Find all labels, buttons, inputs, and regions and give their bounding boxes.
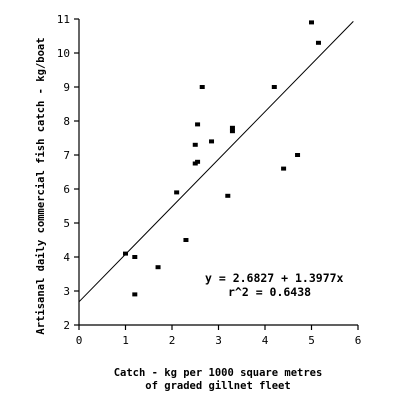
y-tick-label: 3: [63, 285, 70, 298]
y-tick-label: 10: [57, 47, 70, 60]
y-tick-label: 4: [63, 251, 70, 264]
data-point: [132, 255, 138, 259]
x-axis-label-line2: of graded gillnet fleet: [145, 380, 290, 392]
x-tick-label: 3: [215, 334, 222, 347]
data-point: [199, 85, 205, 89]
y-tick-label: 2: [63, 319, 70, 332]
data-point: [192, 142, 198, 147]
y-tick-label: 5: [63, 217, 70, 230]
data-point: [195, 159, 201, 164]
x-axis-ticks: 0 1 2 3 4 5 6: [76, 325, 362, 347]
y-tick-label: 6: [63, 183, 70, 196]
x-tick-label: 1: [122, 334, 129, 347]
data-point: [225, 193, 231, 198]
data-point: [132, 292, 138, 297]
r-squared-value: r^2 = 0.6438: [228, 285, 311, 299]
regression-equation: y = 2.6827 + 1.3977x: [205, 271, 344, 285]
x-tick-label: 0: [76, 334, 83, 347]
data-point: [271, 85, 277, 89]
y-axis-ticks: 2 3 4 5 6 7 8 9 10 11: [57, 13, 79, 332]
data-point: [183, 238, 189, 242]
data-point: [229, 125, 235, 130]
y-tick-label: 8: [63, 115, 70, 128]
data-point: [174, 190, 180, 195]
x-tick-label: 5: [308, 334, 315, 347]
data-point: [195, 122, 201, 127]
data-point: [315, 40, 321, 45]
data-point: [281, 166, 287, 171]
data-point: [295, 153, 301, 157]
x-axis-label: Catch - kg per 1000 square metres: [114, 367, 323, 379]
x-tick-label: 4: [262, 334, 269, 347]
data-points: [123, 20, 321, 297]
data-point: [155, 265, 161, 270]
y-tick-label: 7: [63, 149, 70, 162]
y-tick-label: 11: [57, 13, 70, 26]
data-point: [123, 251, 128, 256]
data-point: [309, 20, 314, 25]
x-tick-label: 6: [355, 334, 362, 347]
x-tick-label: 2: [169, 334, 176, 347]
data-point: [209, 139, 215, 144]
regression-line: [78, 21, 354, 303]
y-axis-label: Artisanal daily commercial fish catch - …: [35, 37, 47, 334]
y-tick-label: 9: [63, 81, 70, 94]
data-point: [229, 129, 235, 134]
